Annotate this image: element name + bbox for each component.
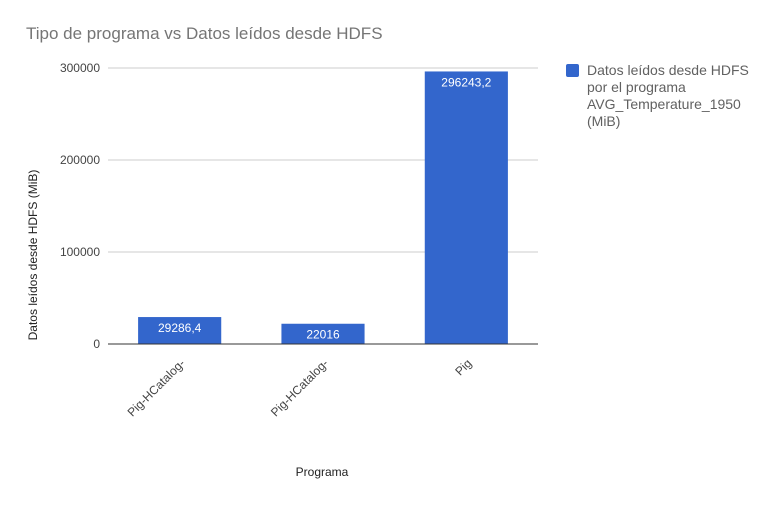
bar-value-label: 296243,2 xyxy=(441,75,491,89)
y-tick-label: 0 xyxy=(93,337,100,351)
bars: 29286,4 22016 296243,2 xyxy=(138,71,508,345)
bar xyxy=(138,317,222,344)
legend-label: Datos leídos desde HDFS por el programa … xyxy=(587,62,749,129)
legend-swatch xyxy=(566,64,579,77)
x-tick-label: Pig-HCatalog- xyxy=(125,356,188,419)
y-tick-label: 100000 xyxy=(60,245,100,259)
legend: Datos leídos desde HDFS por el programa … xyxy=(566,62,766,130)
y-axis-ticks: 0 100000 200000 300000 xyxy=(60,61,100,351)
x-axis-label: Programa xyxy=(295,465,349,479)
y-axis-label: Datos leídos desde HDFS (MiB) xyxy=(26,169,40,341)
bar-value-label: 29286,4 xyxy=(158,321,202,335)
y-tick-label: 300000 xyxy=(60,61,100,75)
chart-title: Tipo de programa vs Datos leídos desde H… xyxy=(26,24,383,43)
x-tick-label: Pig-HCatalog- xyxy=(268,356,331,419)
bar-value-label: 22016 xyxy=(306,328,340,342)
y-tick-label: 200000 xyxy=(60,153,100,167)
x-tick-label: Pig xyxy=(452,356,474,378)
x-axis-ticks: Pig-HCatalog- Pig-HCatalog- Pig xyxy=(125,356,475,419)
bar xyxy=(281,323,365,344)
bar xyxy=(424,71,508,345)
